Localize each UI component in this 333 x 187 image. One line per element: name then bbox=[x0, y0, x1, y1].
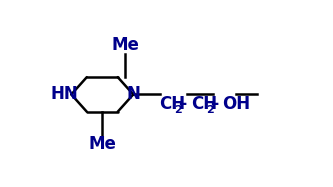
Text: Me: Me bbox=[112, 36, 140, 54]
Text: CH: CH bbox=[191, 95, 217, 113]
Text: HN: HN bbox=[51, 85, 79, 103]
Text: CH: CH bbox=[159, 95, 185, 113]
Text: OH: OH bbox=[222, 95, 250, 113]
Text: –: – bbox=[178, 95, 186, 113]
Text: N: N bbox=[126, 85, 140, 103]
Text: 2: 2 bbox=[174, 105, 182, 115]
Text: Me: Me bbox=[88, 135, 116, 153]
Text: –: – bbox=[210, 95, 218, 113]
Text: 2: 2 bbox=[206, 105, 213, 115]
